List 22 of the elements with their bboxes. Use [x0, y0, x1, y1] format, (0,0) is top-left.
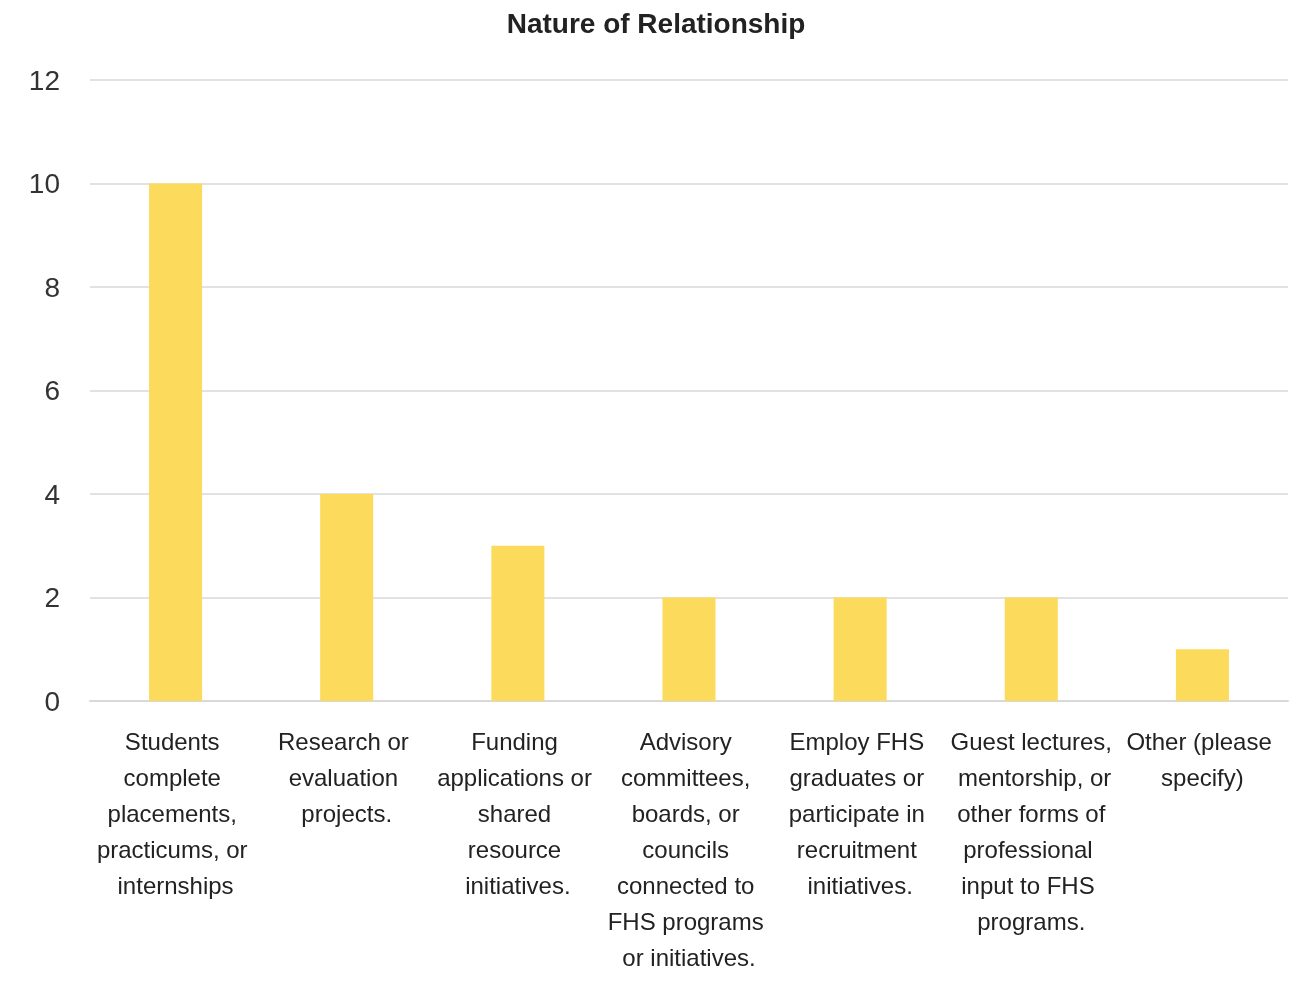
chart-title: Nature of Relationship	[506, 7, 806, 39]
y-tick-label: 4	[44, 478, 60, 510]
x-tick-label: Students complete placements, practicums, or internships	[96, 727, 255, 899]
x-tick-label: Research or evaluation projects.	[278, 727, 416, 827]
x-tick-label: Advisory committees, boards, or councils connected to FHS programs or initiatives.	[607, 727, 771, 971]
x-tick-label: Funding applications or shared resource initiatives.	[437, 727, 599, 899]
y-tick-label: 8	[44, 271, 60, 303]
y-tick-label: 6	[44, 375, 60, 406]
bar	[320, 494, 374, 701]
y-tick-label: 12	[28, 64, 60, 96]
bar	[662, 597, 716, 701]
x-tick-label: Other (please specify)	[1126, 727, 1279, 791]
bar	[1004, 597, 1058, 701]
x-tick-label: Guest lectures, mentorship, or other forms of professional input to FHS programs.	[950, 727, 1112, 935]
bar	[833, 597, 887, 701]
bar	[149, 183, 203, 701]
y-tick-label: 10	[28, 168, 60, 199]
bar	[1175, 649, 1229, 701]
y-tick-label: 2	[44, 582, 60, 613]
x-tick-label: Employ FHS graduates or participate in recruitment initiatives.	[788, 727, 932, 899]
bar	[491, 545, 545, 701]
y-tick-label: 0	[44, 685, 60, 717]
